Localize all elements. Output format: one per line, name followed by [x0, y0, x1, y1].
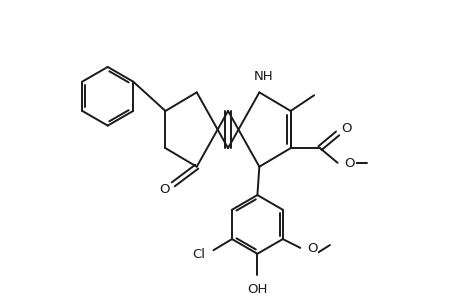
Text: O: O [341, 122, 351, 135]
Text: O: O [307, 242, 317, 255]
Text: O: O [159, 183, 169, 196]
Text: O: O [344, 157, 354, 170]
Text: Cl: Cl [192, 248, 205, 261]
Text: OH: OH [246, 283, 267, 296]
Text: NH: NH [253, 70, 273, 83]
